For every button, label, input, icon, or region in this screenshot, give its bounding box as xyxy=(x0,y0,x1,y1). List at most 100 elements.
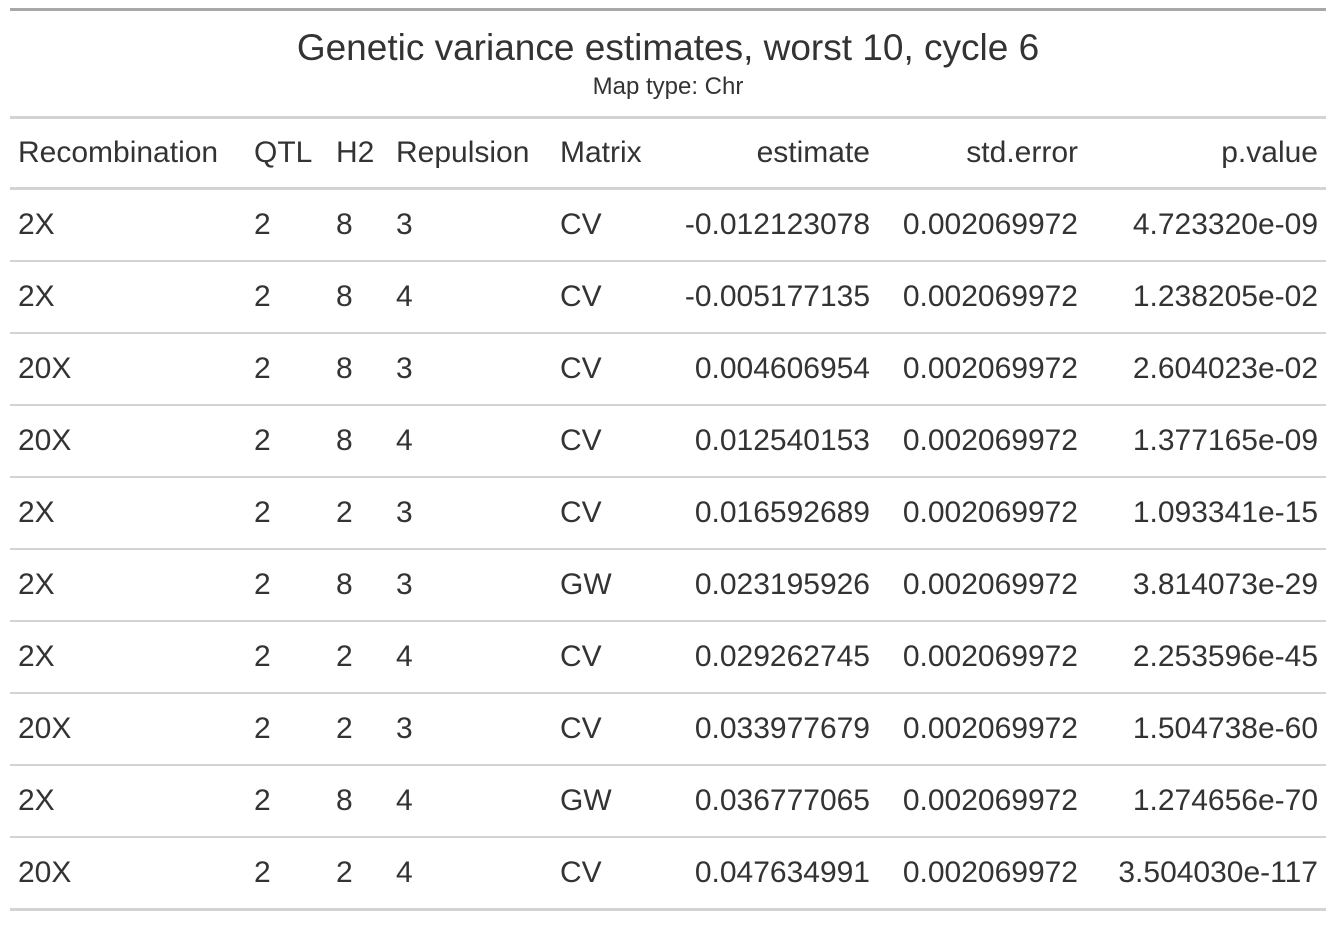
cell-p-value: 4.723320e-09 xyxy=(1132,208,1318,241)
table-row: 2X 2 2 4 CV 0.029262745 0.002069972 2.253596e-4… xyxy=(10,620,1326,693)
cell-repulsion: 4 xyxy=(388,620,552,693)
cell-estimate: -0.005177135 xyxy=(656,260,878,333)
cell-qtl: 2 xyxy=(246,404,328,477)
cell-matrix: CV xyxy=(552,620,656,693)
column-header-h2: H2 xyxy=(336,136,375,169)
cell-estimate: 0.023195926 xyxy=(656,548,878,621)
cell-std-error: 0.002069972 xyxy=(878,836,1086,911)
column-header-std-error: std.error xyxy=(966,136,1078,169)
cell-repulsion: 3 xyxy=(388,692,552,765)
cell-recombination: 2X xyxy=(10,620,246,693)
column-header-p-value: p.value xyxy=(1221,136,1318,169)
cell-h2: 2 xyxy=(328,692,388,765)
table-row: 20X 2 2 3 CV 0.033977679 0.002069972 1.504738e-… xyxy=(10,692,1326,765)
cell-recombination: 2X xyxy=(18,208,55,241)
cell-estimate: 0.036777065 xyxy=(656,764,878,837)
cell-p-value: 1.238205e-02 xyxy=(1086,260,1326,333)
data-table: Recombination QTL H2 Repulsion Matrix estimat… xyxy=(10,116,1326,911)
cell-p-value: 1.093341e-15 xyxy=(1086,476,1326,549)
cell-qtl: 2 xyxy=(246,692,328,765)
table-row: 20X 2 2 4 CV 0.047634991 0.002069972 3.504030e-… xyxy=(10,836,1326,911)
cell-qtl: 2 xyxy=(246,332,328,405)
cell-p-value: 1.377165e-09 xyxy=(1086,404,1326,477)
cell-p-value: 2.253596e-45 xyxy=(1086,620,1326,693)
cell-h2: 2 xyxy=(328,620,388,693)
cell-repulsion: 3 xyxy=(388,332,552,405)
cell-matrix: CV xyxy=(552,260,656,333)
cell-h2: 8 xyxy=(328,764,388,837)
cell-qtl: 2 xyxy=(246,548,328,621)
cell-qtl: 2 xyxy=(246,260,328,333)
table-row: 20X 2 8 4 CV 0.012540153 0.002069972 1.377165e-… xyxy=(10,404,1326,477)
cell-p-value: 3.504030e-117 xyxy=(1086,836,1326,911)
cell-matrix: CV xyxy=(552,332,656,405)
column-header-matrix: Matrix xyxy=(560,136,642,169)
cell-matrix: GW xyxy=(552,548,656,621)
cell-recombination: 2X xyxy=(10,548,246,621)
cell-h2: 2 xyxy=(328,836,388,911)
cell-repulsion: 3 xyxy=(388,476,552,549)
cell-repulsion: 4 xyxy=(388,764,552,837)
cell-repulsion: 3 xyxy=(396,208,413,241)
cell-h2: 8 xyxy=(336,208,353,241)
cell-qtl: 2 xyxy=(246,836,328,911)
cell-estimate: 0.016592689 xyxy=(656,476,878,549)
cell-h2: 8 xyxy=(328,260,388,333)
cell-std-error: 0.002069972 xyxy=(878,404,1086,477)
cell-repulsion: 4 xyxy=(388,836,552,911)
table-row: 2X 2 8 3 CV -0.012123078 0.002069972 4.723320e-… xyxy=(10,189,1326,262)
column-header-qtl: QTL xyxy=(254,136,313,169)
cell-std-error: 0.002069972 xyxy=(902,208,1078,241)
cell-qtl: 2 xyxy=(254,208,271,241)
cell-matrix: CV xyxy=(552,404,656,477)
column-header-repulsion: Repulsion xyxy=(396,136,530,169)
cell-recombination: 20X xyxy=(10,332,246,405)
cell-estimate: 0.047634991 xyxy=(656,836,878,911)
cell-p-value: 3.814073e-29 xyxy=(1086,548,1326,621)
cell-recombination: 2X xyxy=(10,476,246,549)
table-row: 20X 2 8 3 CV 0.004606954 0.002069972 2.604023e-… xyxy=(10,332,1326,405)
cell-qtl: 2 xyxy=(246,764,328,837)
cell-std-error: 0.002069972 xyxy=(878,764,1086,837)
table-row: 2X 2 8 4 CV -0.005177135 0.002069972 1.238205e-… xyxy=(10,260,1326,333)
table-row: 2X 2 8 4 GW 0.036777065 0.002069972 1.274656e-7… xyxy=(10,764,1326,837)
cell-qtl: 2 xyxy=(246,620,328,693)
table-row: 2X 2 8 3 GW 0.023195926 0.002069972 3.814073e-2… xyxy=(10,548,1326,621)
cell-estimate: 0.012540153 xyxy=(656,404,878,477)
header-row: Recombination QTL H2 Repulsion Matrix estimat… xyxy=(10,117,1326,189)
cell-estimate: -0.012123078 xyxy=(684,208,870,241)
cell-matrix: CV xyxy=(552,836,656,911)
cell-std-error: 0.002069972 xyxy=(878,332,1086,405)
cell-std-error: 0.002069972 xyxy=(878,620,1086,693)
table-title: Genetic variance estimates, worst 10, cy… xyxy=(296,27,1040,68)
cell-matrix: CV xyxy=(560,208,602,241)
cell-std-error: 0.002069972 xyxy=(878,548,1086,621)
cell-qtl: 2 xyxy=(246,476,328,549)
table-body: 2X 2 8 3 CV -0.012123078 0.002069972 4.723320e-… xyxy=(10,189,1326,911)
table-subtitle: Map type: Chr xyxy=(592,73,744,100)
cell-p-value: 2.604023e-02 xyxy=(1086,332,1326,405)
cell-matrix: CV xyxy=(552,692,656,765)
cell-estimate: 0.004606954 xyxy=(656,332,878,405)
column-header-recombination: Recombination xyxy=(18,136,219,169)
cell-h2: 2 xyxy=(328,476,388,549)
cell-std-error: 0.002069972 xyxy=(878,692,1086,765)
cell-h2: 8 xyxy=(328,548,388,621)
cell-h2: 8 xyxy=(328,404,388,477)
cell-std-error: 0.002069972 xyxy=(878,260,1086,333)
cell-recombination: 20X xyxy=(10,404,246,477)
cell-std-error: 0.002069972 xyxy=(878,476,1086,549)
top-rule xyxy=(10,8,1326,11)
cell-p-value: 1.504738e-60 xyxy=(1086,692,1326,765)
table-container: Genetic variance estimates, worst 10, cy… xyxy=(10,8,1326,911)
cell-recombination: 2X xyxy=(10,260,246,333)
cell-matrix: CV xyxy=(552,476,656,549)
cell-repulsion: 4 xyxy=(388,260,552,333)
cell-recombination: 20X xyxy=(10,836,246,911)
cell-h2: 8 xyxy=(328,332,388,405)
cell-recombination: 2X xyxy=(10,764,246,837)
cell-repulsion: 3 xyxy=(388,548,552,621)
cell-repulsion: 4 xyxy=(388,404,552,477)
cell-p-value: 1.274656e-70 xyxy=(1086,764,1326,837)
cell-matrix: GW xyxy=(552,764,656,837)
